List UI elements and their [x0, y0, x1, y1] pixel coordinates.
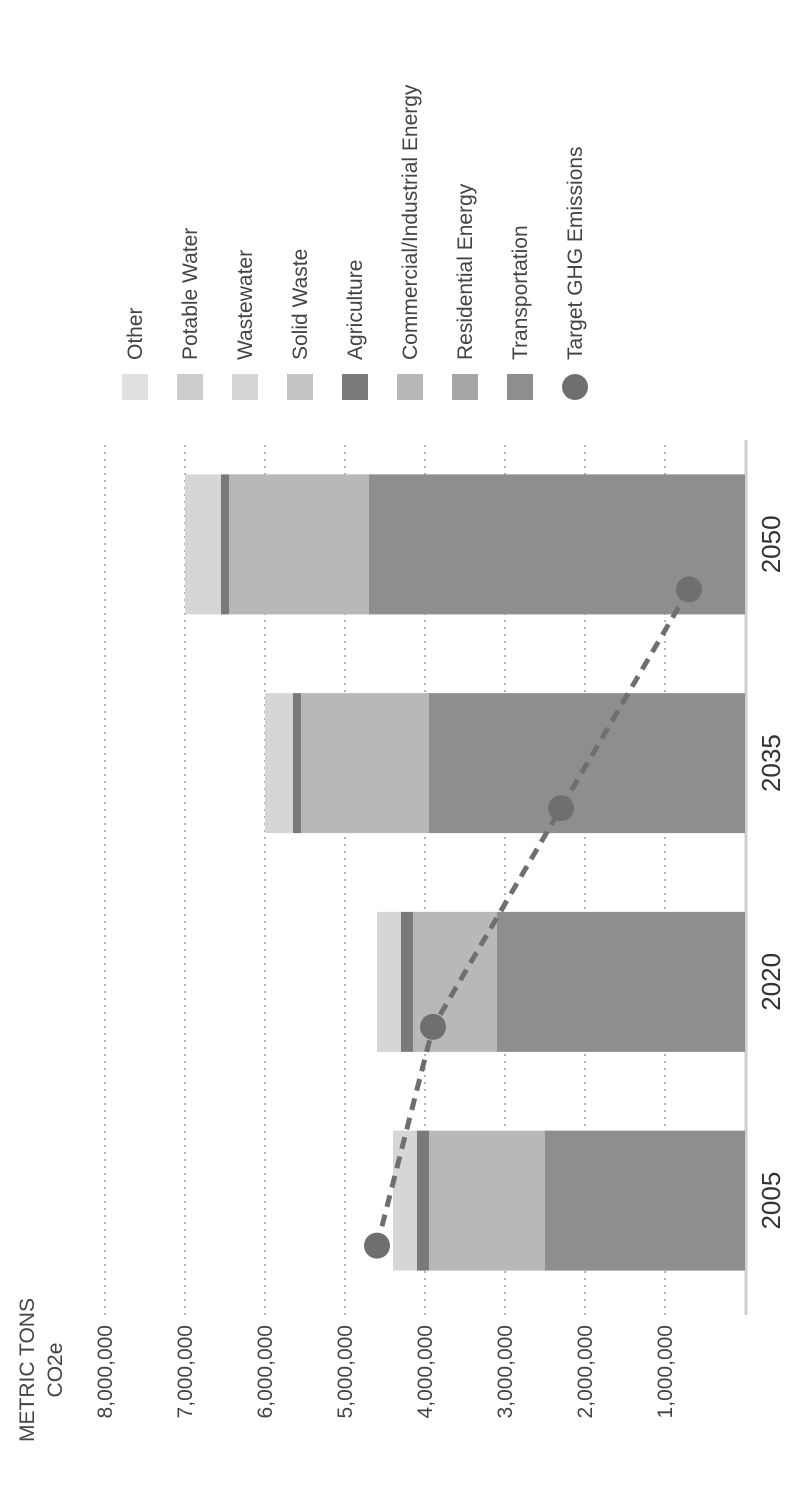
legend-item-other: Other: [122, 307, 148, 400]
legend-item-agriculture: Agriculture: [342, 260, 368, 400]
y-axis: 1,000,000 2,000,000 3,000,000 4,000,000 5,00…: [94, 1325, 677, 1418]
y-tick-label: 5,000,000: [334, 1325, 357, 1418]
target-line: [364, 576, 702, 1259]
x-axis: 2005 2020 2035 2050: [756, 515, 786, 1229]
x-tick-label: 2020: [756, 953, 786, 1011]
legend: Other Potable Water Wastewater Solid Waste A…: [122, 84, 588, 400]
legend-swatch: [122, 374, 148, 400]
legend-label: Commercial/Industrial Energy: [399, 84, 422, 360]
legend-swatch: [342, 374, 368, 400]
x-tick-label: 2035: [756, 734, 786, 792]
legend-label: Target GHG Emissions: [564, 146, 587, 360]
legend-item-residential-energy: Residential Energy: [452, 183, 478, 400]
y-tick-label: 8,000,000: [94, 1325, 117, 1418]
legend-item-wastewater: Wastewater: [232, 250, 258, 400]
legend-item-transportation: Transportation: [507, 225, 533, 400]
bar-agriculture-2020: [401, 911, 413, 1052]
y-tick-label: 7,000,000: [174, 1325, 197, 1418]
legend-item-solid-waste: Solid Waste: [287, 249, 313, 400]
bar-commercial-industrial-energy-2050: [229, 474, 369, 615]
bar-wastewater-2020: [377, 911, 401, 1052]
legend-swatch: [287, 374, 313, 400]
legend-label: Other: [124, 307, 147, 360]
bar-wastewater-2050: [185, 474, 221, 615]
bar-transportation-2020: [497, 911, 745, 1052]
x-tick-label: 2005: [756, 1172, 786, 1230]
bar-agriculture-2005: [417, 1130, 429, 1271]
target-point-2035: [548, 795, 574, 822]
target-point-2020: [420, 1013, 446, 1040]
legend-label: Residential Energy: [454, 183, 477, 360]
target-point-2050: [676, 576, 702, 603]
legend-label: Solid Waste: [289, 249, 312, 360]
legend-item-commercial-industrial-energy: Commercial/Industrial Energy: [397, 84, 423, 400]
legend-swatch: [232, 374, 258, 400]
x-tick-label: 2050: [756, 515, 786, 573]
bar-commercial-industrial-energy-2005: [429, 1130, 545, 1271]
y-tick-label: 3,000,000: [494, 1325, 517, 1418]
y-tick-label: 1,000,000: [654, 1325, 677, 1418]
y-tick-label: 2,000,000: [574, 1325, 597, 1418]
target-point-2005: [364, 1232, 390, 1259]
bar-transportation-2050: [369, 474, 745, 615]
legend-swatch: [397, 374, 423, 400]
legend-label: Agriculture: [344, 260, 367, 360]
legend-label: Transportation: [509, 225, 532, 360]
legend-label: Wastewater: [234, 250, 257, 360]
y-tick-label: 6,000,000: [254, 1325, 277, 1418]
bar-transportation-2005: [545, 1130, 745, 1271]
legend-swatch: [562, 374, 588, 400]
y-axis-title: METRIC TONS: [16, 1298, 39, 1442]
y-tick-label: 4,000,000: [414, 1325, 437, 1418]
target-line-path: [374, 588, 692, 1247]
legend-swatch: [177, 374, 203, 400]
legend-swatch: [507, 374, 533, 400]
y-axis-subtitle: CO2e: [44, 1343, 67, 1398]
legend-item-target-ghg-emissions: Target GHG Emissions: [562, 146, 588, 400]
bar-wastewater-2005: [393, 1130, 417, 1271]
legend-swatch: [452, 374, 478, 400]
bar-wastewater-2035: [265, 693, 293, 834]
bar-commercial-industrial-energy-2035: [301, 693, 429, 834]
bar-agriculture-2050: [221, 474, 229, 615]
legend-label: Potable Water: [179, 228, 202, 360]
stacked-bars: [185, 474, 745, 1271]
bar-agriculture-2035: [293, 693, 301, 834]
legend-item-potable-water: Potable Water: [177, 228, 203, 400]
